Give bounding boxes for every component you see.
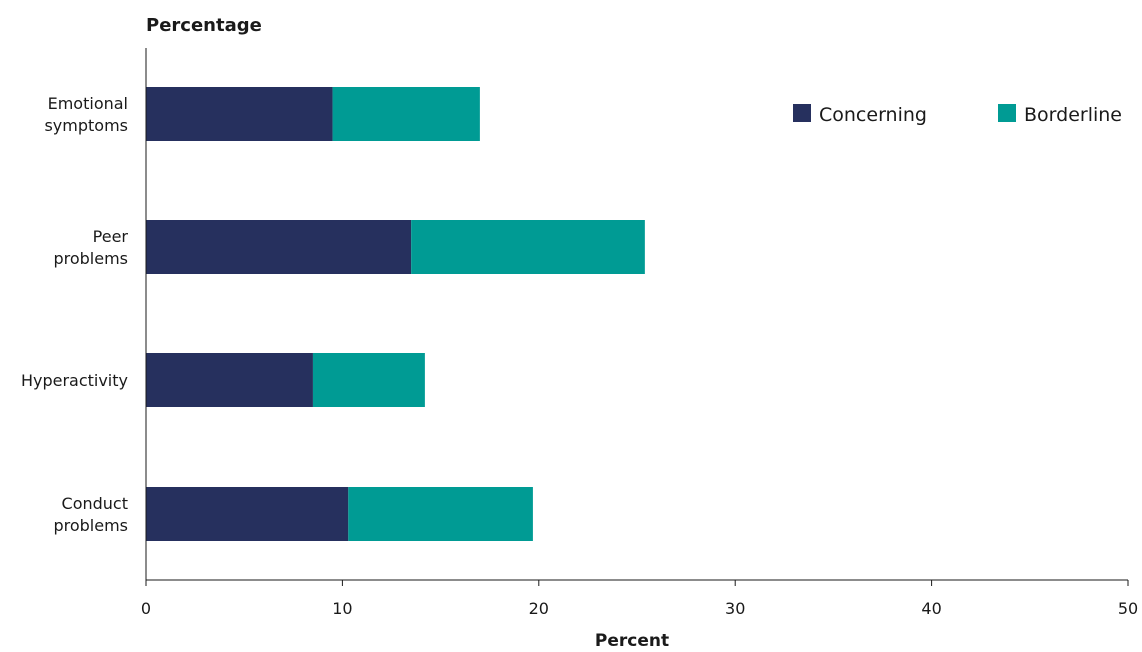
legend-label-borderline: Borderline xyxy=(1024,104,1122,126)
legend: Concerning Borderline xyxy=(793,104,1122,126)
category-label: Hyperactivity xyxy=(21,371,128,390)
x-tick-labels: 0 10 20 30 40 50 xyxy=(141,599,1138,618)
x-tick-label: 10 xyxy=(332,599,352,618)
bar-borderline-0 xyxy=(332,87,480,141)
bar-borderline-1 xyxy=(411,220,645,274)
legend-swatch-borderline xyxy=(998,104,1016,122)
bars-group xyxy=(146,87,645,541)
bar-borderline-2 xyxy=(312,353,425,407)
bar-borderline-3 xyxy=(348,487,533,541)
category-label-line: Hyperactivity xyxy=(21,371,128,390)
category-label: Emotional symptoms xyxy=(44,94,128,135)
category-label-line: symptoms xyxy=(44,116,128,135)
category-label: Peer problems xyxy=(53,227,128,268)
x-tick-label: 50 xyxy=(1118,599,1138,618)
bar-concerning-2 xyxy=(146,353,313,407)
chart-title: Percentage xyxy=(146,15,262,36)
axes-group xyxy=(145,48,1129,586)
x-tick-label: 40 xyxy=(921,599,941,618)
x-axis-label: Percent xyxy=(595,631,669,648)
category-label: Conduct problems xyxy=(53,494,128,535)
category-label-line: problems xyxy=(53,249,128,268)
legend-label-concerning: Concerning xyxy=(819,104,927,126)
bar-concerning-0 xyxy=(146,87,333,141)
bar-concerning-3 xyxy=(146,487,349,541)
category-label-line: problems xyxy=(53,516,128,535)
category-label-line: Peer xyxy=(93,227,129,246)
category-label-line: Emotional xyxy=(48,94,128,113)
category-label-line: Conduct xyxy=(62,494,128,513)
x-tick-label: 20 xyxy=(529,599,549,618)
legend-swatch-concerning xyxy=(793,104,811,122)
x-tick-label: 0 xyxy=(141,599,151,618)
category-labels: Emotional symptoms Peer problems Hyperactivi… xyxy=(21,94,128,535)
x-tick-label: 30 xyxy=(725,599,745,618)
bar-concerning-1 xyxy=(146,220,412,274)
